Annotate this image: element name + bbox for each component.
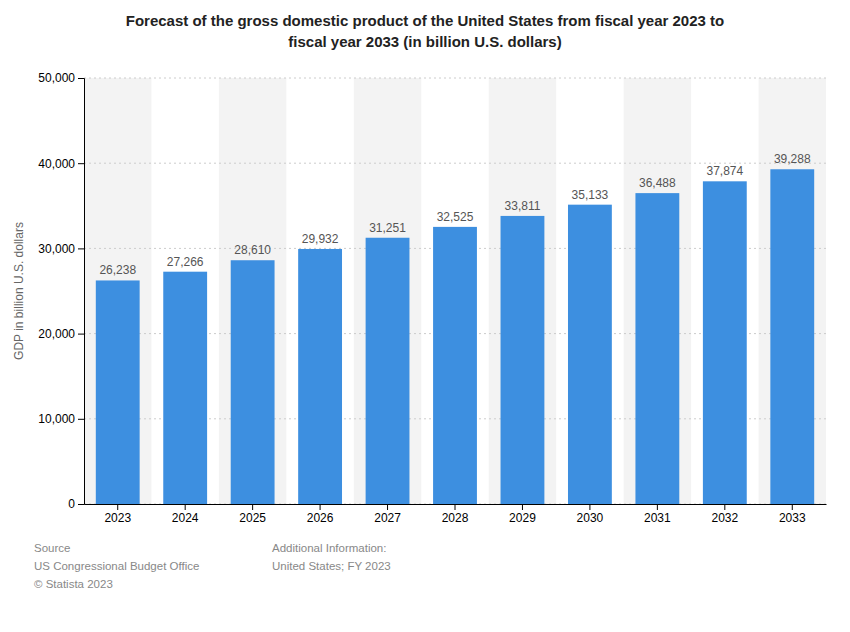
data-label: 39,288 — [774, 152, 811, 166]
x-tick-mark — [657, 504, 658, 510]
x-tick-label: 2029 — [509, 511, 536, 525]
column-bands — [84, 78, 826, 504]
data-label: 27,266 — [167, 255, 204, 269]
x-tick-label: 2023 — [104, 511, 131, 525]
annotation: SourceUS Congressional Budget Office© St… — [34, 542, 199, 590]
bar — [501, 216, 545, 504]
column-band — [219, 78, 286, 504]
y-tick: 10,000 — [38, 412, 84, 426]
x-tick: 2027 — [374, 504, 401, 525]
y-tick-label: 10,000 — [38, 412, 75, 426]
x-tick-mark — [117, 504, 118, 510]
y-tick-mark — [78, 504, 84, 505]
grid-line — [84, 78, 826, 79]
x-tick: 2025 — [239, 504, 266, 525]
annotation: Additional Information:United States; FY… — [272, 542, 391, 572]
x-tick: 2029 — [509, 504, 536, 525]
y-tick-label: 0 — [68, 497, 75, 511]
x-tick-label: 2033 — [779, 511, 806, 525]
y-tick-mark — [78, 419, 84, 420]
x-tick-mark — [252, 504, 253, 510]
data-label: 28,610 — [234, 243, 271, 257]
data-label: 35,133 — [572, 188, 609, 202]
data-label: 36,488 — [639, 176, 676, 190]
x-tick-mark — [522, 504, 523, 510]
bar — [433, 227, 477, 504]
y-tick: 0 — [68, 497, 84, 511]
x-tick: 2023 — [104, 504, 131, 525]
x-tick: 2033 — [779, 504, 806, 525]
y-axis-title: GDP in billion U.S. dollars — [12, 222, 26, 360]
data-label: 37,874 — [706, 164, 743, 178]
bars — [96, 169, 814, 504]
y-tick-mark — [78, 163, 84, 164]
bar — [568, 205, 612, 504]
x-tick-mark — [320, 504, 321, 510]
chart: 26,238 27,266 28,610 29,932 31,251 32,525 33,8… — [0, 0, 850, 632]
bar — [770, 169, 814, 504]
x-tick: 2026 — [307, 504, 334, 525]
plot: 26,238 27,266 28,610 29,932 31,251 32,525 33,8… — [38, 71, 826, 524]
column-band — [691, 78, 758, 504]
x-tick-label: 2024 — [172, 511, 199, 525]
bar — [231, 260, 275, 504]
x-tick-mark — [589, 504, 590, 510]
data-label: 26,238 — [99, 263, 136, 277]
bar — [298, 249, 342, 504]
x-tick-label: 2027 — [374, 511, 401, 525]
y-tick: 40,000 — [38, 157, 84, 171]
column-band — [84, 78, 151, 504]
title: Forecast of the gross domestic product o… — [126, 12, 724, 50]
y-axis-line — [78, 79, 85, 505]
column-band — [354, 78, 421, 504]
y-tick-mark — [78, 334, 84, 335]
x-tick-label: 2026 — [307, 511, 334, 525]
data-label: 33,811 — [505, 199, 541, 213]
y-axis: 0 10,000 20,000 30,000 40,000 50,000 — [38, 71, 84, 511]
y-tick: 30,000 — [38, 242, 84, 256]
x-tick-label: 2028 — [442, 511, 469, 525]
y-tick-mark — [78, 248, 84, 249]
x-tick: 2024 — [172, 504, 199, 525]
y-tick-label: 50,000 — [38, 71, 75, 85]
x-tick-label: 2032 — [711, 511, 738, 525]
column-band — [489, 78, 556, 504]
data-label: 31,251 — [369, 221, 406, 235]
column-band — [624, 78, 691, 504]
x-tick-label: 2030 — [577, 511, 604, 525]
column-band — [151, 78, 218, 504]
y-tick: 20,000 — [38, 327, 84, 341]
x-tick: 2031 — [644, 504, 671, 525]
x-tick: 2030 — [577, 504, 604, 525]
column-band — [286, 78, 353, 504]
bar — [635, 193, 679, 504]
x-tick-mark — [185, 504, 186, 510]
y-tick: 50,000 — [38, 71, 84, 85]
column-band — [421, 78, 488, 504]
y-tick-label: 30,000 — [38, 242, 75, 256]
column-band — [759, 78, 826, 504]
x-axis: 2023 2024 2025 2026 2027 2028 2029 2030 2031 2032… — [85, 504, 827, 525]
x-tick-mark — [387, 504, 388, 510]
x-tick-mark — [455, 504, 456, 510]
y-tick-mark — [78, 78, 84, 79]
data-label: 29,932 — [302, 232, 339, 246]
y-tick-label: 40,000 — [38, 157, 75, 171]
y-tick-label: 20,000 — [38, 327, 75, 341]
x-tick-label: 2031 — [644, 511, 671, 525]
data-label: 32,525 — [437, 210, 474, 224]
bar — [703, 181, 747, 504]
grid — [84, 78, 826, 504]
x-tick-label: 2025 — [239, 511, 266, 525]
x-tick-mark — [792, 504, 793, 510]
data-labels: 26,238 27,266 28,610 29,932 31,251 32,525 33,8… — [99, 152, 811, 277]
bar — [366, 238, 410, 504]
x-tick: 2032 — [711, 504, 738, 525]
bar — [163, 272, 207, 504]
bar — [96, 280, 140, 504]
x-tick-mark — [724, 504, 725, 510]
column-band — [556, 78, 623, 504]
x-tick: 2028 — [442, 504, 469, 525]
